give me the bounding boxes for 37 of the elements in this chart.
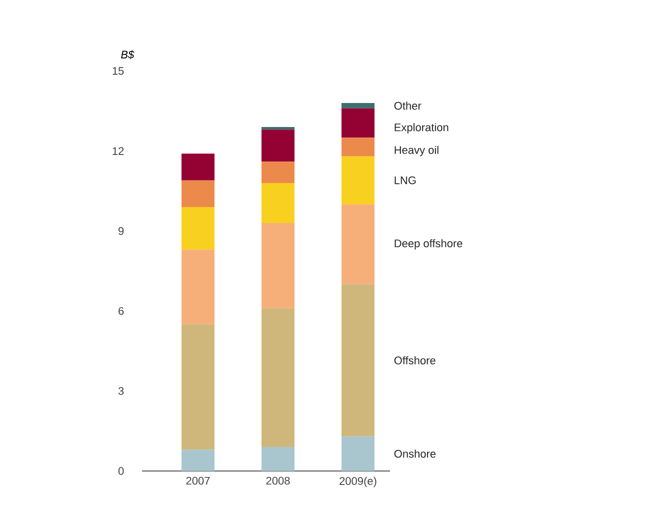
y-tick-label: 3 [118, 387, 124, 395]
bar [262, 446, 295, 471]
y-tick-label: 6 [118, 307, 124, 315]
bar [182, 250, 215, 324]
bar [182, 450, 215, 471]
bar [182, 154, 215, 180]
y-tick-label: 9 [118, 227, 124, 235]
series-label: Offshore [394, 356, 436, 364]
y-tick-label: 15 [112, 67, 124, 75]
bar [262, 182, 295, 223]
bar [182, 324, 215, 450]
series-label: LNG [394, 176, 416, 184]
x-tick-label: 2007 [186, 476, 210, 485]
bar [262, 308, 295, 447]
bar [342, 436, 375, 471]
y-axis-title: B$ [121, 50, 134, 60]
series-label: Deep offshore [394, 239, 462, 250]
bar [342, 284, 375, 436]
series-label: Onshore [394, 450, 436, 458]
bar [342, 138, 375, 156]
bar [342, 204, 375, 284]
series-label: Exploration [394, 123, 448, 134]
bar [342, 108, 375, 138]
series-label: Heavy oil [394, 146, 438, 156]
series-label: Other [394, 102, 422, 110]
y-tick-label: 0 [118, 467, 124, 475]
bar [342, 102, 375, 108]
bar [342, 156, 375, 204]
bar [262, 130, 295, 162]
bar [182, 206, 215, 250]
bar [262, 222, 295, 308]
bar [262, 162, 295, 183]
x-tick-label: 2008 [266, 476, 290, 485]
x-tick-label: 2009(e) [340, 476, 376, 488]
y-tick-label: 12 [112, 147, 124, 155]
bar [262, 126, 295, 130]
bar [182, 180, 215, 207]
